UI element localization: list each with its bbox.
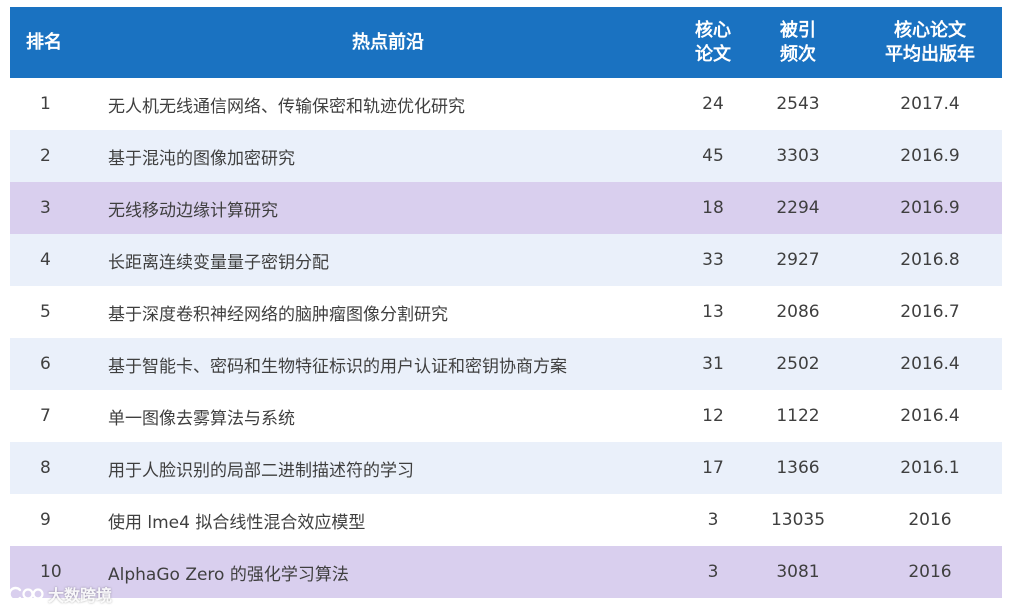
watermark: 大数跨境: [4, 582, 112, 606]
core-papers-cell: 17: [702, 458, 724, 478]
table-body: 1 无人机无线通信网络、传输保密和轨迹优化研究 24 2543 2017.4 2…: [10, 78, 1002, 598]
core-papers-cell: 12: [702, 406, 724, 426]
rank-cell: 7: [40, 406, 51, 426]
avg-year-cell: 2016: [908, 562, 952, 582]
citations-cell: 2086: [776, 302, 820, 322]
header-citations: 被引 频次: [738, 7, 858, 78]
citations-cell: 13035: [770, 510, 826, 530]
header-topic-label: 热点前沿: [352, 31, 424, 53]
core-papers-cell: 45: [702, 146, 724, 166]
header-avg-year-line2: 平均出版年: [885, 43, 975, 65]
topic-cell: 单一图像去雾算法与系统: [108, 408, 295, 429]
rank-cell: 1: [40, 94, 51, 114]
topic-cell: 使用 lme4 拟合线性混合效应模型: [108, 512, 366, 533]
topic-cell: 基于智能卡、密码和生物特征标识的用户认证和密钥协商方案: [108, 356, 567, 377]
header-topic: 热点前沿: [88, 7, 688, 78]
hot-research-fronts-table: 排名 热点前沿 核心 论文 被引 频次 核心论文 平均出版年: [10, 7, 1002, 598]
topic-cell: 无线移动边缘计算研究: [108, 200, 278, 221]
avg-year-cell: 2016.4: [900, 354, 960, 374]
brand-logo-icon: [4, 584, 44, 604]
header-row: 排名 热点前沿 核心 论文 被引 频次 核心论文 平均出版年: [10, 7, 1002, 78]
citations-cell: 1366: [776, 458, 820, 478]
table-row: 3 无线移动边缘计算研究 18 2294 2016.9: [10, 182, 1002, 234]
citations-cell: 3081: [776, 562, 820, 582]
rank-cell: 3: [40, 198, 51, 218]
table-row: 7 单一图像去雾算法与系统 12 1122 2016.4: [10, 390, 1002, 442]
citations-cell: 2543: [776, 94, 820, 114]
table-row: 6 基于智能卡、密码和生物特征标识的用户认证和密钥协商方案 31 2502 20…: [10, 338, 1002, 390]
avg-year-cell: 2016.9: [900, 146, 960, 166]
header-citations-line1: 被引: [780, 19, 816, 41]
avg-year-cell: 2016.7: [900, 302, 960, 322]
rank-cell: 9: [40, 510, 51, 530]
header-core-papers-line1: 核心: [695, 19, 731, 41]
avg-year-cell: 2017.4: [900, 94, 960, 114]
rank-cell: 4: [40, 250, 51, 270]
table-row: 4 长距离连续变量量子密钥分配 33 2927 2016.8: [10, 234, 1002, 286]
header-avg-year: 核心论文 平均出版年: [858, 7, 1002, 78]
topic-cell: 基于深度卷积神经网络的脑肿瘤图像分割研究: [108, 304, 448, 325]
table-row: 10 AlphaGo Zero 的强化学习算法 3 3081 2016: [10, 546, 1002, 598]
topic-cell: 长距离连续变量量子密钥分配: [108, 252, 329, 273]
table-row: 2 基于混沌的图像加密研究 45 3303 2016.9: [10, 130, 1002, 182]
table-row: 8 用于人脸识别的局部二进制描述符的学习 17 1366 2016.1: [10, 442, 1002, 494]
avg-year-cell: 2016.9: [900, 198, 960, 218]
rank-cell: 8: [40, 458, 51, 478]
topic-cell: 基于混沌的图像加密研究: [108, 148, 295, 169]
watermark-text: 大数跨境: [48, 586, 113, 605]
core-papers-cell: 33: [702, 250, 724, 270]
topic-cell: AlphaGo Zero 的强化学习算法: [108, 564, 349, 585]
core-papers-cell: 3: [707, 562, 719, 582]
citations-cell: 2502: [776, 354, 820, 374]
rank-cell: 10: [40, 562, 62, 582]
table-row: 5 基于深度卷积神经网络的脑肿瘤图像分割研究 13 2086 2016.7: [10, 286, 1002, 338]
header-core-papers-line2: 论文: [695, 43, 731, 65]
core-papers-cell: 3: [707, 510, 719, 530]
header-core-papers: 核心 论文: [688, 7, 738, 78]
citations-cell: 1122: [776, 406, 820, 426]
table-row: 9 使用 lme4 拟合线性混合效应模型 3 13035 2016: [10, 494, 1002, 546]
core-papers-cell: 24: [702, 94, 724, 114]
avg-year-cell: 2016.4: [900, 406, 960, 426]
header-rank: 排名: [10, 7, 88, 78]
avg-year-cell: 2016.1: [900, 458, 960, 478]
table-row: 1 无人机无线通信网络、传输保密和轨迹优化研究 24 2543 2017.4: [10, 78, 1002, 130]
header-avg-year-line1: 核心论文: [894, 19, 966, 41]
avg-year-cell: 2016: [908, 510, 952, 530]
table-header: 排名 热点前沿 核心 论文 被引 频次 核心论文 平均出版年: [10, 7, 1002, 78]
rank-cell: 2: [40, 146, 51, 166]
avg-year-cell: 2016.8: [900, 250, 960, 270]
citations-cell: 2927: [776, 250, 820, 270]
citations-cell: 3303: [776, 146, 820, 166]
topic-cell: 无人机无线通信网络、传输保密和轨迹优化研究: [108, 96, 465, 117]
citations-cell: 2294: [776, 198, 820, 218]
core-papers-cell: 18: [702, 198, 724, 218]
header-rank-label: 排名: [26, 31, 62, 53]
rank-cell: 5: [40, 302, 51, 322]
rank-cell: 6: [40, 354, 51, 374]
core-papers-cell: 13: [702, 302, 724, 322]
topic-cell: 用于人脸识别的局部二进制描述符的学习: [108, 460, 414, 481]
core-papers-cell: 31: [702, 354, 724, 374]
header-citations-line2: 频次: [780, 43, 816, 65]
